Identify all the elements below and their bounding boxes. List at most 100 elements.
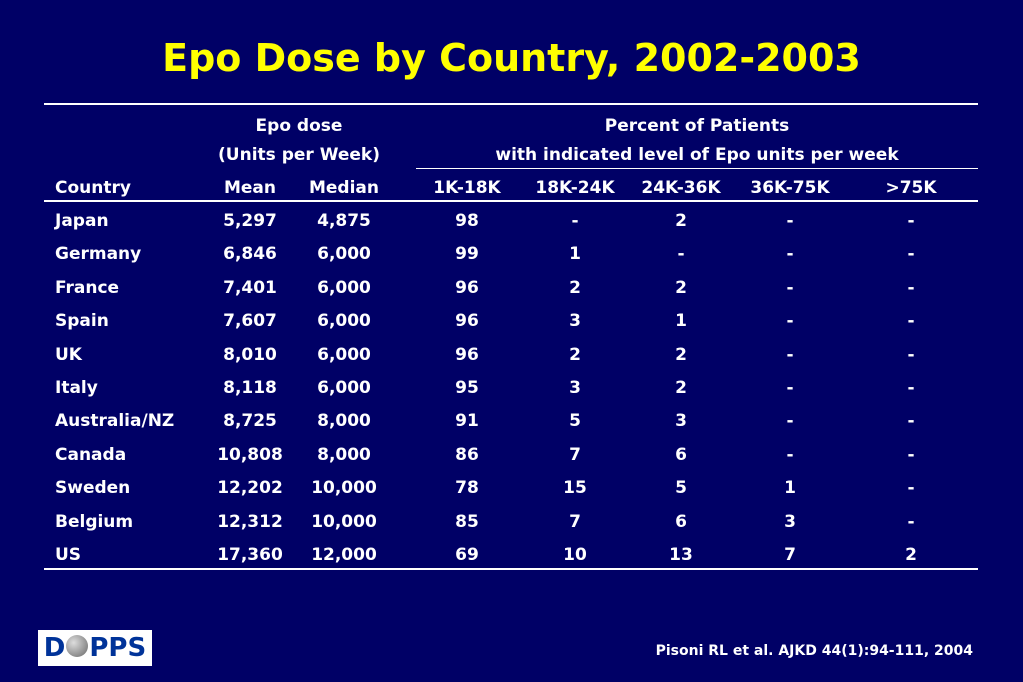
column-header: >75K: [885, 178, 937, 198]
table-cell: 2: [675, 344, 687, 365]
header-bottom-rule: [44, 200, 978, 202]
table-cell: 2: [905, 545, 917, 565]
country-cell: Spain: [55, 311, 109, 332]
table-cell: 12,000: [311, 545, 377, 565]
table-cell: 98: [455, 211, 479, 231]
table-cell: 3: [569, 378, 581, 398]
table-cell: 7: [784, 545, 796, 565]
table-cell: -: [907, 478, 915, 499]
table-cell: 96: [455, 311, 479, 332]
logo-text-left: D: [43, 633, 66, 663]
table-cell: -: [907, 511, 915, 532]
table-cell: -: [677, 244, 685, 265]
table-cell: -: [907, 411, 915, 432]
slide-title: Epo Dose by Country, 2002-2003: [162, 36, 861, 80]
country-cell: Belgium: [55, 511, 134, 532]
table-cell: 8,000: [317, 444, 371, 465]
table-bottom-rule: [44, 568, 978, 570]
table-top-rule: [44, 103, 978, 105]
table-cell: -: [907, 444, 915, 465]
table-cell: 1: [675, 311, 687, 332]
table-cell: 4,875: [317, 211, 371, 231]
table-cell: 1: [784, 478, 796, 499]
table-cell: 2: [675, 277, 687, 298]
table-cell: 7: [569, 511, 581, 532]
country-cell: Canada: [55, 444, 127, 465]
table-cell: 6,000: [317, 244, 371, 265]
country-cell: Japan: [55, 211, 109, 231]
table-cell: 7,401: [223, 277, 277, 298]
table-cell: -: [907, 344, 915, 365]
table-cell: 99: [455, 244, 479, 265]
table-cell: -: [786, 211, 794, 231]
country-cell: France: [55, 277, 120, 298]
table-cell: 5: [675, 478, 687, 499]
table-cell: -: [786, 311, 794, 332]
globe-icon: [66, 635, 89, 657]
table-cell: 15: [563, 478, 587, 499]
table-cell: -: [571, 211, 579, 231]
country-cell: US: [55, 545, 82, 565]
column-header: 24K-36K: [641, 178, 721, 198]
table-cell: 6,000: [317, 277, 371, 298]
percent-patients-subheader: with indicated level of Epo units per we…: [495, 145, 899, 165]
table-cell: 78: [455, 478, 479, 499]
column-header: Country: [55, 178, 131, 198]
table-cell: 69: [455, 545, 479, 565]
table-cell: 6: [675, 444, 687, 465]
table-cell: 96: [455, 344, 479, 365]
table-cell: 5: [569, 411, 581, 432]
table-cell: 95: [455, 378, 479, 398]
table-cell: -: [786, 411, 794, 432]
table-cell: -: [907, 378, 915, 398]
logo-text-right: PPS: [89, 633, 147, 663]
table-cell: 17,360: [217, 545, 283, 565]
column-header: 36K-75K: [750, 178, 830, 198]
table-cell: 12,202: [217, 478, 283, 499]
country-cell: Germany: [55, 244, 142, 265]
table-cell: 10,808: [217, 444, 283, 465]
citation: Pisoni RL et al. AJKD 44(1):94-111, 2004: [655, 643, 973, 659]
table-cell: 6,000: [317, 344, 371, 365]
table-cell: 6,000: [317, 311, 371, 332]
dopps-logo: D PPS: [38, 630, 152, 666]
table-cell: 3: [784, 511, 796, 532]
table-cell: 3: [569, 311, 581, 332]
table-cell: 2: [675, 378, 687, 398]
table-cell: -: [907, 277, 915, 298]
table-cell: 2: [569, 277, 581, 298]
table-cell: 2: [569, 344, 581, 365]
table-cell: -: [786, 277, 794, 298]
table-cell: -: [907, 244, 915, 265]
table-cell: 8,118: [223, 378, 277, 398]
table-cell: -: [907, 211, 915, 231]
table-cell: 85: [455, 511, 479, 532]
epo-dose-header: Epo dose: [255, 116, 343, 136]
table-cell: -: [786, 244, 794, 265]
table-cell: 7: [569, 444, 581, 465]
table-cell: 86: [455, 444, 479, 465]
column-header: Mean: [223, 178, 277, 198]
table-cell: 8,000: [317, 411, 371, 432]
country-cell: UK: [55, 344, 82, 365]
table-cell: 7,607: [223, 311, 277, 332]
table-cell: 8,010: [223, 344, 277, 365]
column-header: Median: [308, 178, 380, 198]
table-cell: -: [907, 311, 915, 332]
table-cell: 12,312: [217, 511, 283, 532]
country-cell: Sweden: [55, 478, 131, 499]
table-cell: 10,000: [311, 478, 377, 499]
country-cell: Italy: [55, 378, 98, 398]
table-cell: 1: [569, 244, 581, 265]
percent-group-rule: [416, 168, 978, 169]
table-cell: 10: [563, 545, 587, 565]
table-cell: 6: [675, 511, 687, 532]
table-cell: 5,297: [223, 211, 277, 231]
table-cell: 2: [675, 211, 687, 231]
column-header: 1K-18K: [433, 178, 501, 198]
table-cell: -: [786, 444, 794, 465]
column-header: 18K-24K: [535, 178, 615, 198]
table-cell: 13: [669, 545, 693, 565]
table-cell: -: [786, 344, 794, 365]
